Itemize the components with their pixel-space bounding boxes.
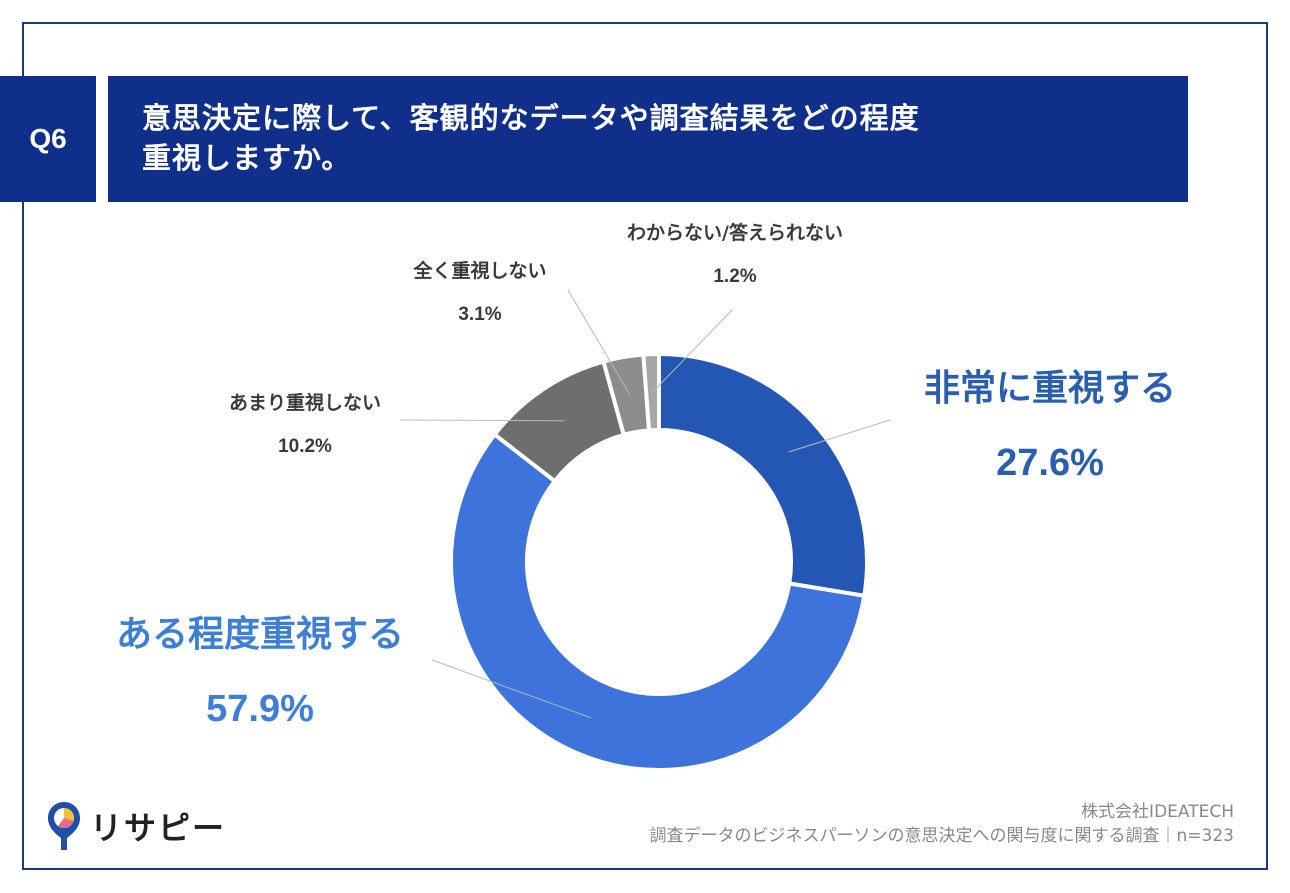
map-pin-icon (48, 802, 80, 850)
slice-name-label: 全く重視しない (413, 260, 547, 282)
slide-frame (22, 22, 1268, 870)
slice-value-label: 27.6% (996, 442, 1104, 484)
slice-name-label: 非常に重視する (923, 368, 1176, 409)
slice-value-label: 3.1% (458, 304, 502, 325)
question-title-line-2: 重視しますか。 (142, 141, 352, 175)
slice-very-important (657, 351, 869, 599)
slice-value-label: 10.2% (278, 436, 332, 457)
slice-value-label: 57.9% (206, 688, 314, 730)
brand-logo: リサピー (46, 800, 226, 852)
slice-label-very-important: 非常に重視する 27.6% (905, 366, 1195, 486)
slice-dont-know (641, 351, 661, 433)
slice-label-not-very-important: あまり重視しない 10.2% (200, 390, 410, 460)
leader-line (652, 309, 733, 393)
question-title-banner: 意思決定に際して、客観的なデータや調査結果をどの程度 重視しますか。 (108, 76, 1188, 202)
question-number: Q6 (29, 123, 67, 154)
slice-name-label: ある程度重視する (115, 614, 404, 655)
question-title-line-1: 意思決定に際して、客観的なデータや調査結果をどの程度 (142, 101, 920, 135)
slice-label-not-important-at-all: 全く重視しない 3.1% (380, 258, 580, 328)
slice-value-label: 1.2% (713, 266, 757, 287)
leader-line (431, 659, 592, 719)
footer-survey: 調査データのビジネスパーソンの意思決定への関与度に関する調査｜n=323 (649, 826, 1234, 846)
question-number-badge: Q6 (0, 76, 96, 202)
slice-label-somewhat-important: ある程度重視する 57.9% (95, 612, 425, 732)
leader-line (567, 289, 631, 395)
slice-label-dont-know: わからない/答えられない 1.2% (590, 220, 880, 290)
brand-logo-text: リサピー (90, 809, 227, 847)
slice-name-label: あまり重視しない (228, 392, 381, 414)
slice-somewhat-important (449, 431, 867, 772)
leader-line (788, 419, 891, 453)
footer-company: 株式会社IDEATECH (1081, 802, 1234, 822)
leader-line (399, 419, 565, 422)
slice-name-label: わからない/答えられない (627, 222, 843, 244)
footer-credits: 株式会社IDEATECH 調査データのビジネスパーソンの意思決定への関与度に関す… (650, 800, 1234, 848)
